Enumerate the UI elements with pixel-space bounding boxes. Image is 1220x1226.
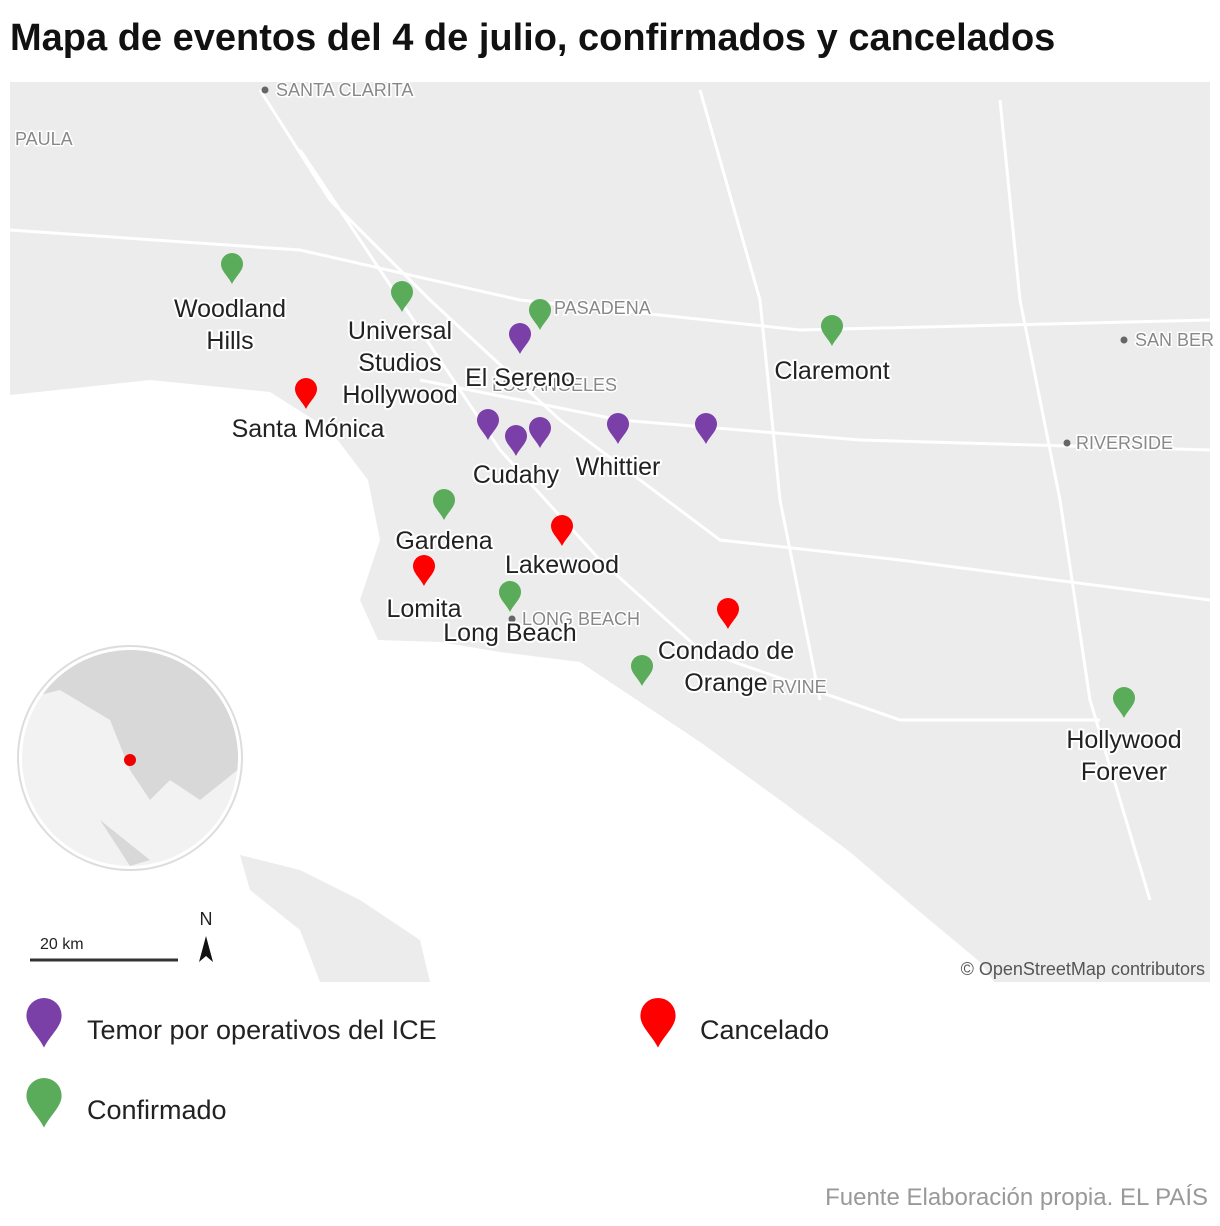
event-marker xyxy=(499,581,521,612)
city-dot xyxy=(1063,439,1071,447)
event-marker xyxy=(607,413,629,444)
event-marker xyxy=(221,253,243,284)
event-marker xyxy=(631,655,653,686)
source: Fuente Elaboración propia. EL PAÍS xyxy=(825,1184,1208,1211)
place-label: Cudahy xyxy=(473,461,560,489)
place-label-line: Santa Mónica xyxy=(232,415,385,443)
place-label-line: Claremont xyxy=(774,357,889,385)
place-label-line: Lakewood xyxy=(505,551,619,579)
north-label: N xyxy=(200,909,213,929)
event-marker xyxy=(433,489,455,520)
north-arrow xyxy=(199,936,213,962)
place-label-line: Whittier xyxy=(576,453,661,481)
base-label: LOS ANGELES xyxy=(492,375,617,395)
base-label: PAULA xyxy=(15,129,73,149)
place-label-line: Condado de xyxy=(658,637,794,665)
place-label-line: El Sereno xyxy=(465,364,575,392)
legend-marker xyxy=(26,997,62,1048)
legend-label: Confirmado xyxy=(87,1095,227,1125)
base-label: PASADENA xyxy=(554,298,651,318)
scale-label: 20 km xyxy=(40,936,84,953)
event-marker xyxy=(529,299,551,330)
place-label-line: Hollywood xyxy=(342,381,457,409)
legend-marker xyxy=(26,1077,62,1128)
attribution: © OpenStreetMap contributors xyxy=(961,959,1205,979)
city-dot xyxy=(261,86,269,94)
place-label-line: Lomita xyxy=(386,595,461,623)
place-label-line: Universal xyxy=(348,317,452,345)
place-label: Claremont xyxy=(774,357,889,385)
event-marker xyxy=(477,409,499,440)
ocean xyxy=(10,380,995,982)
place-label-line: Hollywood xyxy=(1066,726,1181,754)
place-label: Gardena xyxy=(395,527,492,555)
city-dot xyxy=(508,615,516,623)
place-label-line: Hills xyxy=(206,327,253,355)
event-marker xyxy=(509,323,531,354)
base-label: SAN BER xyxy=(1135,330,1214,350)
event-marker xyxy=(717,598,739,629)
globe-inset xyxy=(17,645,243,871)
place-label-line: Studios xyxy=(358,349,441,377)
place-label-line: Forever xyxy=(1081,758,1167,786)
place-label: Lakewood xyxy=(505,551,619,579)
place-label: Universal Studios Hollywood xyxy=(342,317,457,409)
island xyxy=(240,855,430,982)
place-label: Woodland Hills xyxy=(174,295,286,355)
city-dot xyxy=(1120,336,1128,344)
event-marker xyxy=(551,515,573,546)
base-label: SANTA CLARITA xyxy=(276,80,413,100)
place-label-line: Long Beach xyxy=(443,619,576,647)
place-label-line: Gardena xyxy=(395,527,492,555)
base-label: RIVERSIDE xyxy=(1076,433,1173,453)
place-label: Condado de Orange xyxy=(658,637,794,697)
legend-label: Temor por operativos del ICE xyxy=(87,1015,437,1045)
place-label: El Sereno xyxy=(465,364,575,392)
base-label: LONG BEACH xyxy=(522,609,640,629)
place-label: Hollywood Forever xyxy=(1066,726,1181,786)
map xyxy=(10,82,1210,982)
place-label-line: Cudahy xyxy=(473,461,560,489)
event-marker xyxy=(821,315,843,346)
event-marker xyxy=(695,413,717,444)
legend-marker xyxy=(640,997,676,1048)
event-marker xyxy=(413,555,435,586)
base-label: RVINE xyxy=(772,677,827,697)
place-label-line: Woodland xyxy=(174,295,286,323)
legend-label: Cancelado xyxy=(700,1015,829,1045)
event-marker xyxy=(295,378,317,409)
title: Mapa de eventos del 4 de julio, confirma… xyxy=(10,17,1055,59)
event-marker xyxy=(505,425,527,456)
event-marker xyxy=(529,417,551,448)
place-label: Long Beach xyxy=(443,619,576,647)
event-marker xyxy=(391,281,413,312)
event-marker xyxy=(1113,687,1135,718)
place-label: Whittier xyxy=(576,453,661,481)
place-label: Santa Mónica xyxy=(232,415,385,443)
place-label-line: Orange xyxy=(684,669,767,697)
place-label: Lomita xyxy=(386,595,461,623)
